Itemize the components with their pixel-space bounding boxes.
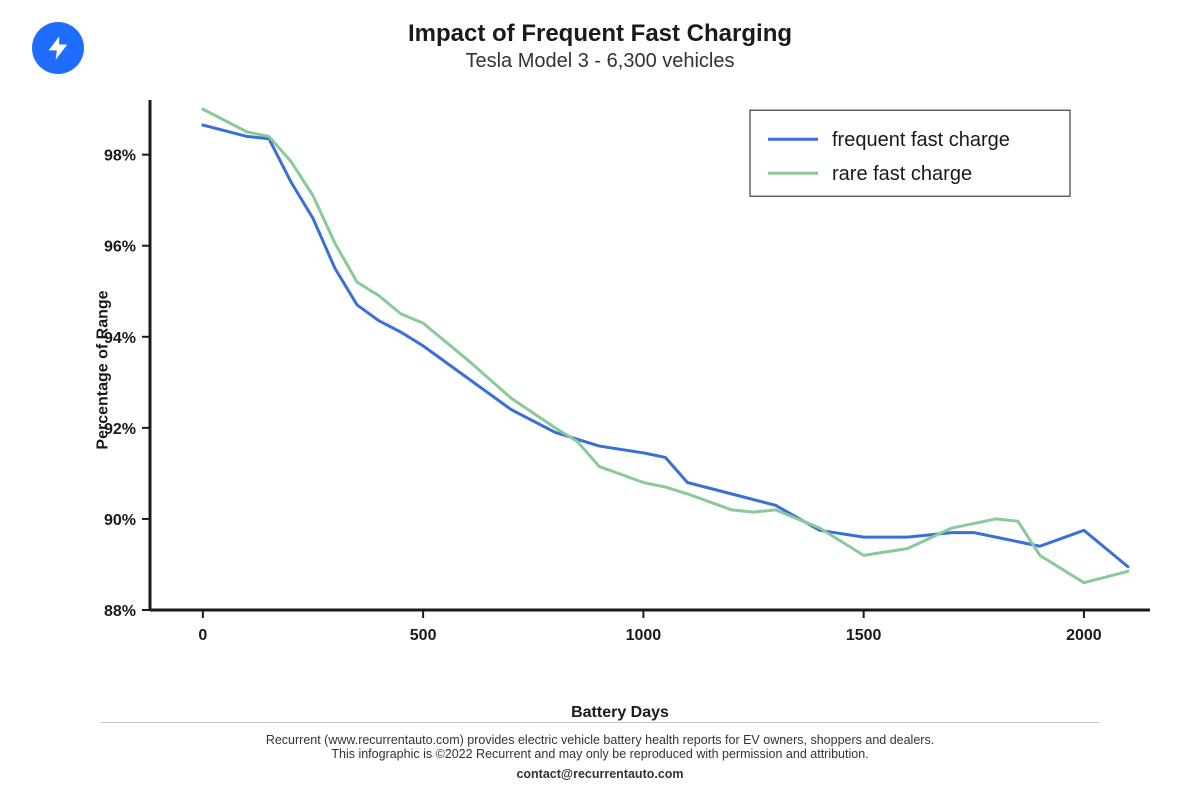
legend-label: frequent fast charge: [832, 129, 1010, 151]
y-tick-label: 96%: [104, 239, 136, 256]
footer-divider: [100, 722, 1100, 723]
y-axis-label: Percentage of Range: [95, 290, 113, 449]
y-tick-label: 88%: [104, 603, 136, 620]
x-tick-label: 0: [198, 627, 207, 644]
chart-title: Impact of Frequent Fast Charging: [0, 20, 1200, 48]
x-tick-label: 1500: [846, 627, 882, 644]
line-chart: 88%90%92%94%96%98%0500100015002000freque…: [80, 90, 1160, 650]
x-tick-label: 2000: [1066, 627, 1102, 644]
footer-line-2: This infographic is ©2022 Recurrent and …: [0, 747, 1200, 761]
y-tick-label: 90%: [104, 512, 136, 529]
footer: Recurrent (www.recurrentauto.com) provid…: [0, 722, 1200, 781]
y-tick-label: 98%: [104, 148, 136, 165]
footer-contact: contact@recurrentauto.com: [0, 767, 1200, 781]
legend: frequent fast charge rare fast charge: [750, 110, 1070, 196]
x-tick-label: 1000: [626, 627, 662, 644]
chart-area: Percentage of Range Battery Days 88%90%9…: [80, 90, 1160, 650]
brand-logo: [32, 22, 84, 74]
legend-label: rare fast charge: [832, 163, 972, 185]
chart-subtitle: Tesla Model 3 - 6,300 vehicles: [0, 50, 1200, 73]
lightning-bolt-icon: [44, 34, 72, 62]
footer-line-1: Recurrent (www.recurrentauto.com) provid…: [0, 733, 1200, 747]
x-axis-label: Battery Days: [571, 704, 669, 722]
x-tick-label: 500: [410, 627, 437, 644]
chart-titles: Impact of Frequent Fast Charging Tesla M…: [0, 0, 1200, 73]
